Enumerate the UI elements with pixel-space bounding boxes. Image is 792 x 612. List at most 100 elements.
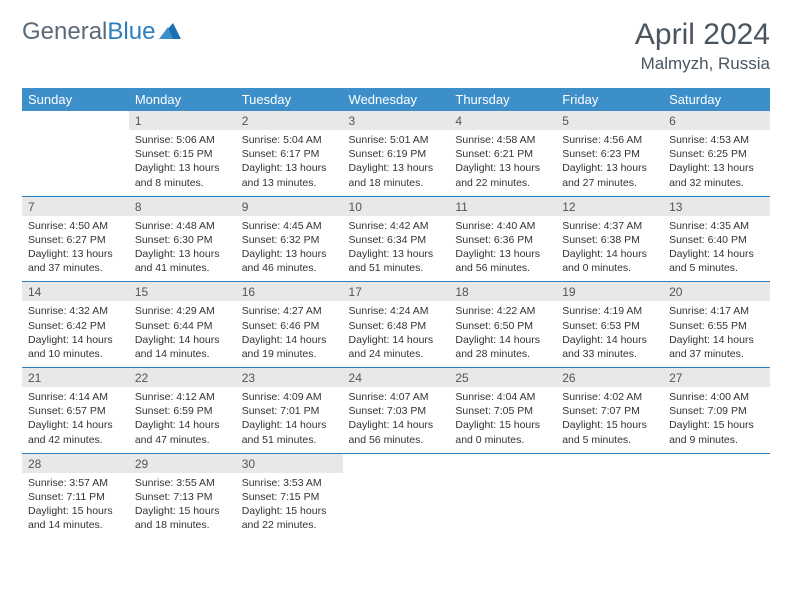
day-number — [556, 453, 663, 473]
day-d1: Daylight: 14 hours — [349, 418, 444, 432]
day-d2: and 13 minutes. — [242, 176, 337, 190]
day-number: 10 — [343, 196, 450, 216]
day-cell: Sunrise: 4:42 AMSunset: 6:34 PMDaylight:… — [343, 216, 450, 282]
day-number: 5 — [556, 111, 663, 130]
day-number — [449, 453, 556, 473]
day-d1: Daylight: 13 hours — [349, 247, 444, 261]
day-cell: Sunrise: 4:04 AMSunset: 7:05 PMDaylight:… — [449, 387, 556, 453]
day-cell: Sunrise: 4:00 AMSunset: 7:09 PMDaylight:… — [663, 387, 770, 453]
day-ss: Sunset: 6:44 PM — [135, 319, 230, 333]
day-sr: Sunrise: 4:40 AM — [455, 219, 550, 233]
week-info-row: Sunrise: 4:32 AMSunset: 6:42 PMDaylight:… — [22, 301, 770, 367]
day-ss: Sunset: 6:21 PM — [455, 147, 550, 161]
day-number: 27 — [663, 368, 770, 388]
day-sr: Sunrise: 3:57 AM — [28, 476, 123, 490]
day-ss: Sunset: 7:03 PM — [349, 404, 444, 418]
day-number: 28 — [22, 453, 129, 473]
day-cell: Sunrise: 4:12 AMSunset: 6:59 PMDaylight:… — [129, 387, 236, 453]
day-ss: Sunset: 7:11 PM — [28, 490, 123, 504]
day-d2: and 27 minutes. — [562, 176, 657, 190]
day-sr: Sunrise: 4:50 AM — [28, 219, 123, 233]
day-ss: Sunset: 7:15 PM — [242, 490, 337, 504]
day-cell: Sunrise: 4:58 AMSunset: 6:21 PMDaylight:… — [449, 130, 556, 196]
day-d2: and 37 minutes. — [28, 261, 123, 275]
day-cell: Sunrise: 5:06 AMSunset: 6:15 PMDaylight:… — [129, 130, 236, 196]
day-number: 23 — [236, 368, 343, 388]
day-ss: Sunset: 6:19 PM — [349, 147, 444, 161]
day-number: 29 — [129, 453, 236, 473]
day-d2: and 22 minutes. — [242, 518, 337, 532]
day-d1: Daylight: 13 hours — [669, 161, 764, 175]
day-cell — [556, 473, 663, 539]
week-info-row: Sunrise: 3:57 AMSunset: 7:11 PM Daylight:… — [22, 473, 770, 539]
day-d1: Daylight: 14 hours — [242, 418, 337, 432]
day-number: 19 — [556, 282, 663, 302]
day-d2: and 51 minutes. — [242, 433, 337, 447]
day-cell — [22, 130, 129, 196]
day-sr: Sunrise: 4:58 AM — [455, 133, 550, 147]
day-d1: Daylight: 14 hours — [562, 333, 657, 347]
day-d2: and 37 minutes. — [669, 347, 764, 361]
day-d1: Daylight: 13 hours — [455, 247, 550, 261]
day-sr: Sunrise: 4:29 AM — [135, 304, 230, 318]
day-number — [22, 111, 129, 130]
day-sr: Sunrise: 5:01 AM — [349, 133, 444, 147]
day-ss: Sunset: 7:05 PM — [455, 404, 550, 418]
day-cell: Sunrise: 4:32 AMSunset: 6:42 PMDaylight:… — [22, 301, 129, 367]
day-d2: and 18 minutes. — [349, 176, 444, 190]
day-ss: Sunset: 7:07 PM — [562, 404, 657, 418]
day-d2: and 0 minutes. — [455, 433, 550, 447]
day-cell: Sunrise: 4:48 AMSunset: 6:30 PMDaylight:… — [129, 216, 236, 282]
day-ss: Sunset: 6:42 PM — [28, 319, 123, 333]
day-cell: Sunrise: 3:53 AMSunset: 7:15 PMDaylight:… — [236, 473, 343, 539]
day-sr: Sunrise: 4:19 AM — [562, 304, 657, 318]
day-ss: Sunset: 6:34 PM — [349, 233, 444, 247]
day-cell: Sunrise: 3:57 AMSunset: 7:11 PMDaylight:… — [22, 473, 129, 539]
day-d2: and 51 minutes. — [349, 261, 444, 275]
dow-friday: Friday — [556, 88, 663, 111]
day-d1: Daylight: 13 hours — [455, 161, 550, 175]
day-sr: Sunrise: 4:35 AM — [669, 219, 764, 233]
day-ss: Sunset: 6:15 PM — [135, 147, 230, 161]
day-d1: Daylight: 15 hours — [669, 418, 764, 432]
day-ss: Sunset: 6:17 PM — [242, 147, 337, 161]
day-d2: and 32 minutes. — [669, 176, 764, 190]
day-number: 18 — [449, 282, 556, 302]
day-sr: Sunrise: 4:09 AM — [242, 390, 337, 404]
day-ss: Sunset: 6:30 PM — [135, 233, 230, 247]
day-cell: Sunrise: 4:29 AMSunset: 6:44 PMDaylight:… — [129, 301, 236, 367]
brand-logo: GeneralBlue — [22, 18, 181, 46]
day-cell: Sunrise: 4:22 AMSunset: 6:50 PMDaylight:… — [449, 301, 556, 367]
day-d1: Daylight: 13 hours — [242, 161, 337, 175]
day-sr: Sunrise: 3:55 AM — [135, 476, 230, 490]
day-number: 8 — [129, 196, 236, 216]
day-number — [343, 453, 450, 473]
day-ss: Sunset: 7:09 PM — [669, 404, 764, 418]
day-d1: Daylight: 14 hours — [28, 418, 123, 432]
day-sr: Sunrise: 4:37 AM — [562, 219, 657, 233]
day-d2: and 19 minutes. — [242, 347, 337, 361]
day-number: 13 — [663, 196, 770, 216]
day-d2: and 14 minutes. — [135, 347, 230, 361]
day-cell: Sunrise: 4:37 AMSunset: 6:38 PMDaylight:… — [556, 216, 663, 282]
month-title: April 2024 — [635, 18, 770, 52]
day-d1: Daylight: 15 hours — [242, 504, 337, 518]
day-cell: Sunrise: 4:24 AMSunset: 6:48 PMDaylight:… — [343, 301, 450, 367]
day-cell: Sunrise: 4:07 AMSunset: 7:03 PMDaylight:… — [343, 387, 450, 453]
day-sr: Sunrise: 4:12 AM — [135, 390, 230, 404]
day-number — [663, 453, 770, 473]
day-d1: Daylight: 13 hours — [28, 247, 123, 261]
day-number: 14 — [22, 282, 129, 302]
day-number: 15 — [129, 282, 236, 302]
day-d2: and 56 minutes. — [349, 433, 444, 447]
dow-saturday: Saturday — [663, 88, 770, 111]
day-d2: and 22 minutes. — [455, 176, 550, 190]
day-ss: Sunset: 6:32 PM — [242, 233, 337, 247]
day-ss: Sunset: 6:36 PM — [455, 233, 550, 247]
day-d1: Daylight: 13 hours — [135, 161, 230, 175]
week-info-row: Sunrise: 5:06 AMSunset: 6:15 PMDaylight:… — [22, 130, 770, 196]
day-d1: Daylight: 14 hours — [669, 333, 764, 347]
day-d1: Daylight: 13 hours — [135, 247, 230, 261]
day-ss: Sunset: 7:01 PM — [242, 404, 337, 418]
dow-thursday: Thursday — [449, 88, 556, 111]
